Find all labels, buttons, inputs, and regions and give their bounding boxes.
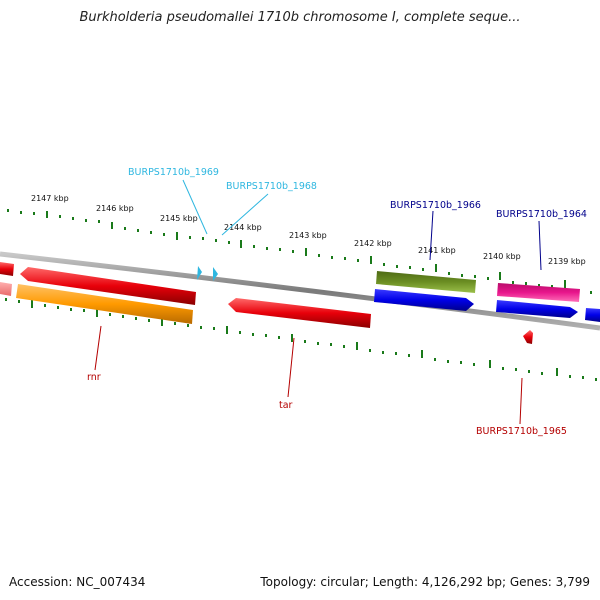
gene-cyan-small-2[interactable]	[213, 267, 218, 281]
leader-burps1710b-1966	[429, 210, 434, 261]
gene-red-small[interactable]	[523, 330, 533, 344]
kbp-label-2145: 2145 kbp	[160, 214, 198, 223]
gene-label-rnr[interactable]: rnr	[87, 372, 101, 383]
gene-red-tar[interactable]	[228, 298, 371, 328]
gene-label-burps1710b-1968[interactable]: BURPS1710b_1968	[226, 181, 317, 192]
gene-label-burps1710b-1969[interactable]: BURPS1710b_1969	[128, 167, 219, 178]
kbp-label-2143: 2143 kbp	[289, 231, 327, 240]
kbp-label-2146: 2146 kbp	[96, 204, 134, 213]
gene-label-burps1710b-1966[interactable]: BURPS1710b_1966	[390, 200, 481, 211]
leader-rnr	[94, 325, 102, 371]
summary-text: Topology: circular; Length: 4,126,292 bp…	[260, 575, 590, 589]
map-title: Burkholderia pseudomallei 1710b chromoso…	[79, 10, 521, 25]
leader-burps1710b-1968	[221, 193, 269, 236]
gene-label-burps1710b-1965[interactable]: BURPS1710b_1965	[476, 426, 567, 437]
gene-magenta[interactable]	[497, 283, 580, 302]
kbp-label-2144: 2144 kbp	[224, 223, 262, 232]
accession-text: Accession: NC_007434	[9, 575, 146, 589]
gene-label-burps1710b-1964[interactable]: BURPS1710b_1964	[496, 209, 587, 220]
kbp-label-2139: 2139 kbp	[548, 257, 586, 266]
gene-pink-edge[interactable]	[0, 282, 12, 296]
leader-burps1710b-1969	[182, 179, 208, 235]
gene-red-upper[interactable]	[20, 267, 196, 305]
gene-blue-right[interactable]	[496, 300, 578, 318]
inner-tick-ring	[5, 298, 597, 381]
kbp-label-2140: 2140 kbp	[483, 252, 521, 261]
leader-burps1710b-1965	[519, 377, 523, 425]
kbp-label-2141: 2141 kbp	[418, 246, 456, 255]
gene-orange[interactable]	[16, 284, 193, 324]
gene-blue-edge[interactable]	[585, 308, 600, 322]
leader-tar	[287, 337, 295, 398]
gene-cyan-small-1[interactable]	[197, 266, 202, 280]
gene-label-tar[interactable]: tar	[279, 400, 293, 411]
leader-burps1710b-1964	[538, 220, 542, 271]
chromosome-backbone	[0, 251, 600, 331]
gene-blue-mid[interactable]	[374, 289, 474, 311]
kbp-label-2147: 2147 kbp	[31, 194, 69, 203]
gene-red-upper-left-edge[interactable]	[0, 262, 14, 276]
kbp-label-2142: 2142 kbp	[354, 239, 392, 248]
gene-olive[interactable]	[376, 271, 476, 293]
